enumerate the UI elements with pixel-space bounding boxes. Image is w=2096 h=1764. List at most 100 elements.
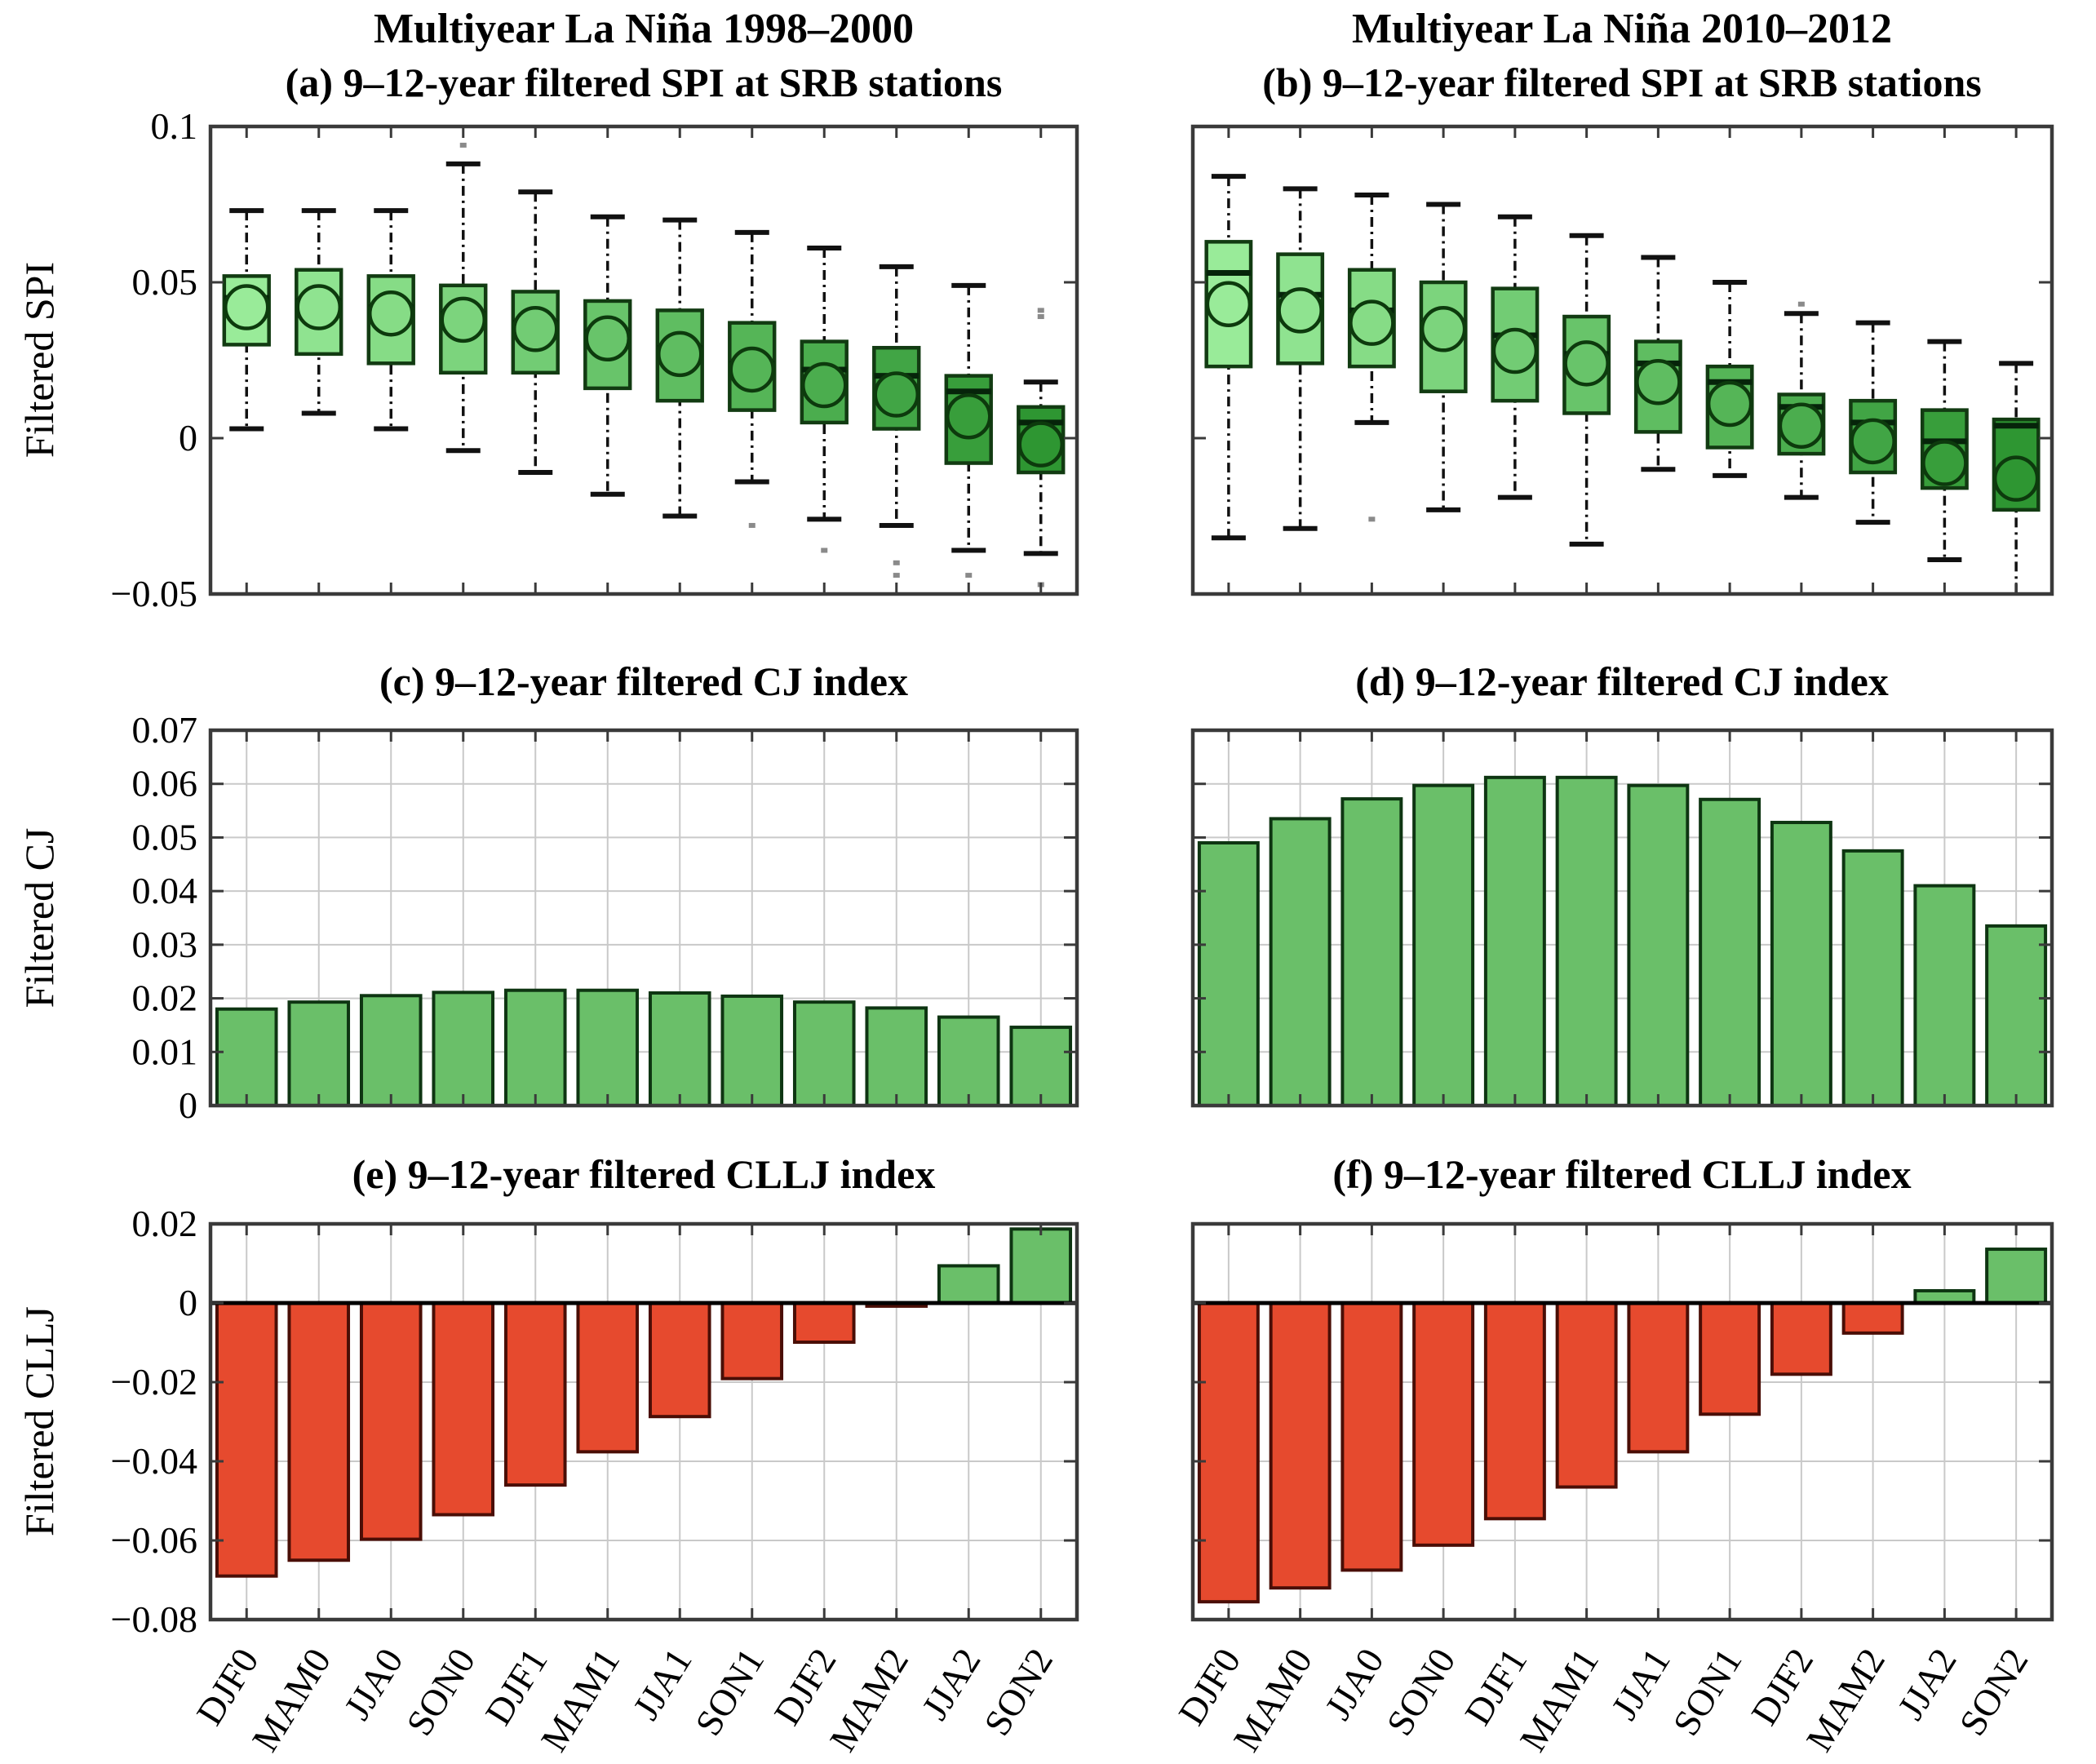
bar-SON0 [1412,783,1475,1108]
bar-MAM1 [576,988,640,1107]
bar-SON2 [1985,1248,2048,1305]
bar-JJA2 [937,1264,1000,1305]
mean-circle [368,290,414,337]
mean-circle [295,284,342,330]
panel-d-title: (d) 9–12-year filtered CJ index [1355,658,1889,704]
mean-circle [1635,358,1682,406]
bar-SON2 [1009,1227,1073,1305]
bar-DJF2 [792,1301,856,1345]
bar-DJF1 [1483,775,1546,1107]
x-tick-label: JJA2 [1890,1641,1965,1726]
mean-circle [224,284,270,330]
axis-border [1190,1221,2054,1622]
bar-DJF0 [215,1007,278,1107]
bar-DJF1 [1483,1301,1546,1521]
axis-border [1190,124,2054,596]
column-title-right: Multiyear La Niña 2010–2012 [1351,6,1893,52]
mean-circle [1420,306,1467,352]
bar-DJF2 [1770,1301,1832,1376]
mean-circle [1017,421,1064,468]
y-tick-label: 0 [179,1282,197,1323]
y-tick-label: 0.02 [132,977,198,1019]
y-tick-label: 0.04 [132,870,198,911]
bar-DJF0 [1197,1301,1260,1604]
mean-circle [1491,327,1539,375]
outlier-point [965,573,973,578]
bar-SON1 [720,994,784,1108]
y-tick-label: 0 [179,1084,197,1126]
y-tick-label: 0.1 [151,105,198,147]
outlier-point [748,522,756,528]
outlier-point [1797,301,1805,307]
mean-circle [1850,418,1896,465]
mean-circle [1921,440,1968,486]
y-tick-label: 0.03 [132,924,198,965]
y-tick-label: −0.08 [111,1598,197,1640]
mean-circle [512,306,559,352]
bar-DJF0 [215,1301,278,1578]
outlier-point [1037,308,1044,313]
outlier-point [821,547,828,553]
outlier-point [893,573,900,578]
panel-e-title: (e) 9–12-year filtered CLLJ index [352,1151,936,1197]
bar-SON1 [1699,1301,1761,1416]
y-tick-label: −0.04 [111,1440,197,1482]
bar-MAM0 [1269,817,1332,1108]
bar-SON2 [1009,1026,1073,1107]
bar-SON0 [432,991,495,1108]
axis-border [1190,728,2054,1108]
bar-DJF0 [1197,841,1260,1107]
x-tick-label: SON2 [976,1641,1061,1743]
bar-DJF2 [1770,821,1832,1107]
bar-MAM2 [865,1006,928,1108]
y-tick-label: −0.02 [111,1361,197,1403]
bar-MAM0 [287,1000,351,1107]
outlier-point [1368,516,1376,522]
axis-border [208,124,1079,596]
bar-MAM1 [576,1301,640,1454]
outlier-point [459,142,467,148]
x-tick-label: JJA2 [914,1641,989,1726]
bar-JJA1 [1627,783,1690,1108]
panel-a-title: (a) 9–12-year filtered SPI at SRB statio… [285,60,1003,105]
bar-MAM2 [1841,1301,1904,1335]
bar-JJA0 [1340,797,1403,1107]
bar-JJA0 [359,1301,423,1541]
panel-f: DJF0MAM0JJA0SON0DJF1MAM1JJA1SON1DJF2MAM2… [1170,1221,2054,1758]
bar-MAM2 [1841,849,1904,1108]
bar-JJA1 [1627,1301,1690,1454]
mean-circle [1778,402,1825,449]
bar-JJA1 [648,1301,711,1419]
x-tick-label: SON1 [687,1641,772,1743]
x-tick-label: SON0 [398,1641,483,1743]
mean-circle [801,361,848,409]
panel-c-title: (c) 9–12-year filtered CJ index [379,658,908,704]
x-tick-label: JJA1 [1603,1641,1678,1726]
bar-JJA0 [359,994,423,1108]
x-tick-label: SON1 [1664,1641,1749,1743]
mean-circle [1563,340,1610,387]
mean-circle [873,371,919,418]
bar-MAM0 [1269,1301,1332,1590]
mean-circle [657,330,703,378]
x-tick-label: SON0 [1378,1641,1463,1743]
y-tick-label: 0.05 [132,261,198,303]
mean-circle [1277,287,1323,334]
bar-SON0 [432,1301,495,1517]
mean-circle [440,296,486,343]
axis-border [208,728,1079,1108]
y-tick-label: −0.06 [111,1519,197,1561]
mean-circle [584,315,631,362]
mean-circle [1349,299,1395,346]
bar-JJA2 [937,1015,1000,1107]
bar-MAM1 [1555,1301,1618,1489]
y-tick-label: 0.02 [132,1203,198,1244]
bar-DJF1 [503,1301,567,1487]
y-tick-label: −0.05 [111,573,197,614]
mean-circle [946,393,992,440]
bar-DJF1 [503,988,567,1107]
bar-MAM0 [287,1301,351,1562]
y-tick-label: 0.01 [132,1030,198,1072]
